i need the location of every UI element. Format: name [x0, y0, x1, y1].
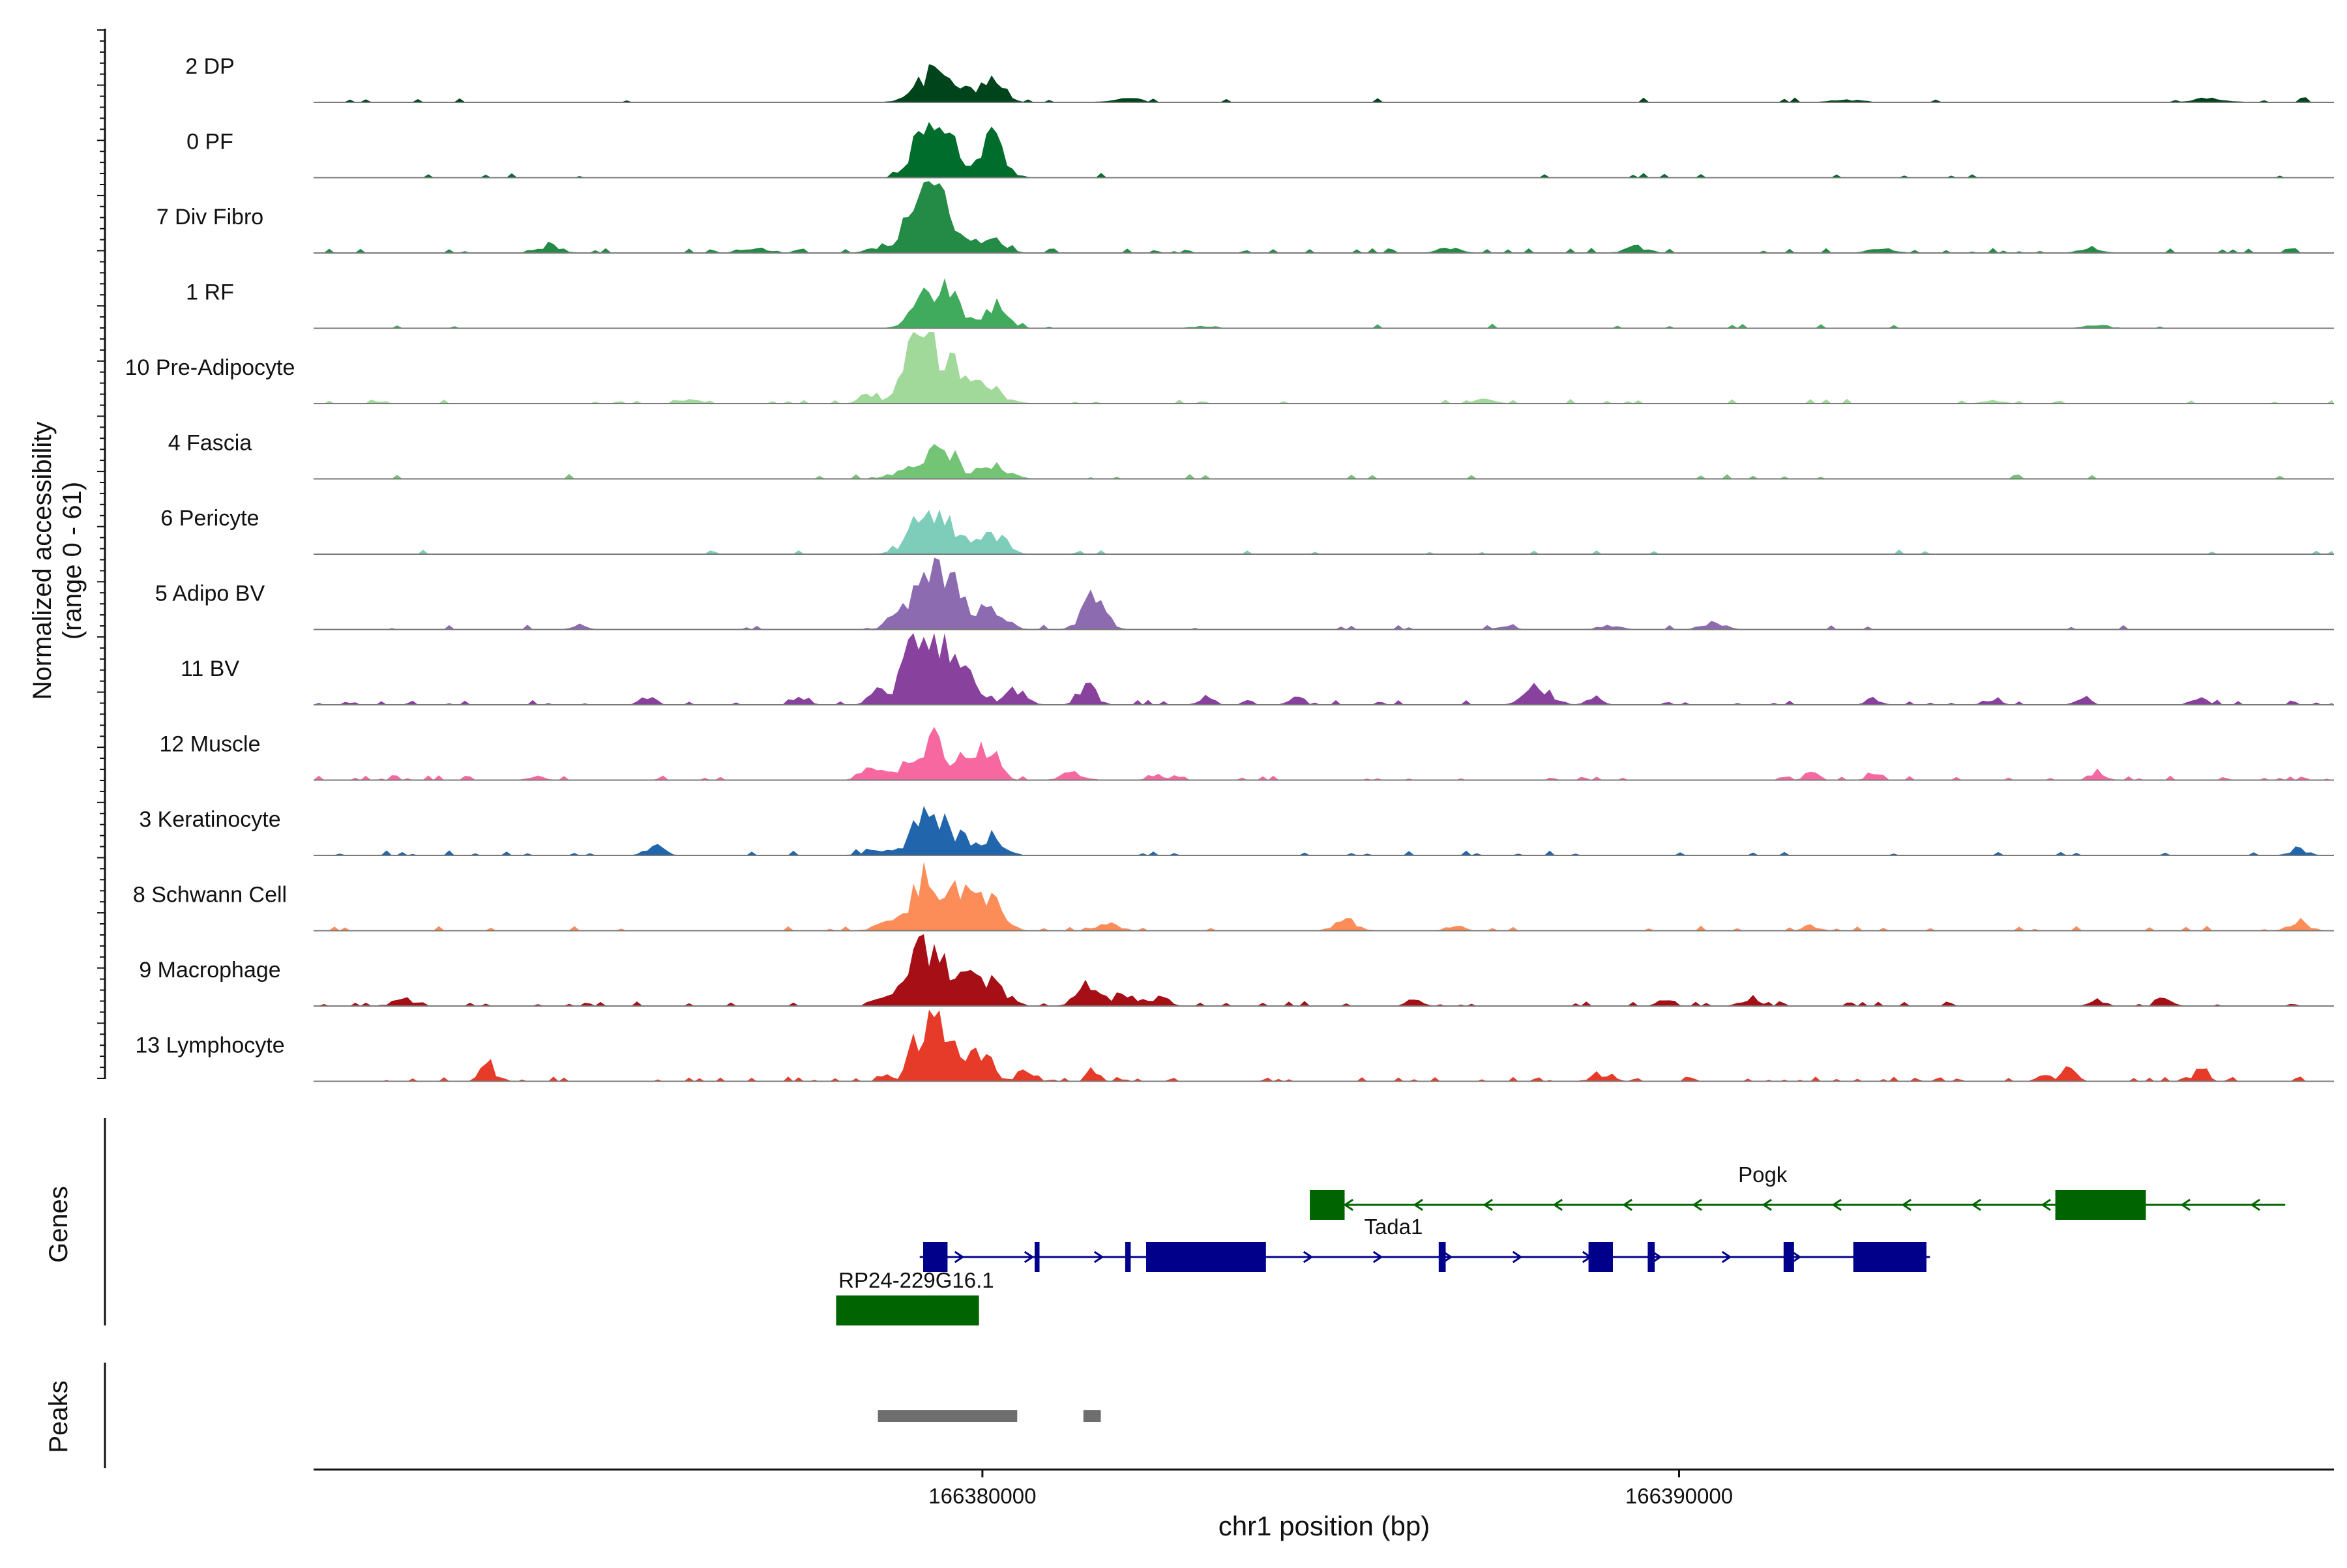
gene-label-2: RP24-229G16.1 [838, 1268, 994, 1292]
track-label-3: 1 RF [186, 280, 234, 305]
strand-arrow-icon [1791, 1250, 1802, 1264]
strand-arrow-icon [1372, 1250, 1383, 1264]
coverage-tracks: 2 DP 0 PF 7 Div Fibro 1 RF 10 Pre-Adipocyte 4… [125, 54, 2334, 1082]
strand-arrow-icon [1651, 1250, 1662, 1264]
peaks-panel: Peaks [44, 1363, 1101, 1468]
gene-exon-1-7 [1783, 1242, 1794, 1272]
track-label-11: 8 Schwann Cell [133, 883, 287, 908]
x-axis-title: chr1 position (bp) [1218, 1511, 1430, 1541]
track-label-4: 10 Pre-Adipocyte [125, 355, 295, 380]
track-label-13: 13 Lymphocyte [135, 1033, 284, 1058]
strand-arrow-icon [1442, 1250, 1453, 1264]
track-label-12: 9 Macrophage [139, 958, 280, 983]
coverage-area-9 [314, 727, 2334, 780]
gene-exon-0-1 [2055, 1190, 2146, 1220]
strand-arrow-icon [954, 1250, 965, 1264]
strand-arrow-icon [1831, 1198, 1842, 1211]
coverage-area-6 [314, 509, 2334, 554]
track-label-1: 0 PF [186, 130, 233, 155]
x-tick-label-0: 166380000 [928, 1484, 1036, 1508]
track-label-2: 7 Div Fibro [156, 205, 263, 229]
strand-arrow-icon [2180, 1198, 2191, 1211]
coverage-area-7 [314, 557, 2334, 630]
genes-panel-title: Genes [44, 1186, 73, 1263]
gene-exon-1-6 [1647, 1242, 1655, 1272]
strand-arrow-icon [1093, 1250, 1104, 1264]
track-label-5: 4 Fascia [168, 431, 252, 456]
peak-region-0 [878, 1410, 1018, 1422]
gene-exon-0-0 [1310, 1190, 1345, 1220]
strand-arrow-icon [1971, 1198, 1981, 1211]
gene-exon-1-3 [1146, 1242, 1266, 1272]
peaks-panel-title: Peaks [44, 1380, 73, 1453]
strand-arrow-icon [1901, 1198, 1912, 1211]
coverage-area-5 [314, 444, 2334, 479]
gene-exon-1-2 [1125, 1242, 1131, 1272]
strand-arrow-icon [2250, 1198, 2260, 1211]
genes-panel: Genes Pogk Tada1 RP24-229G16.1 [44, 1118, 2286, 1325]
strand-arrow-icon [1692, 1198, 1702, 1211]
track-label-9: 12 Muscle [160, 732, 261, 757]
peak-region-1 [1083, 1410, 1101, 1422]
coverage-area-8 [314, 633, 2334, 705]
y-axis-title-line-1: Normalized accessibility [28, 422, 57, 700]
x-axis: chr1 position (bp) 166380000 166390000 [314, 1468, 2334, 1541]
strand-arrow-icon [1512, 1250, 1523, 1264]
strand-arrow-icon [1552, 1198, 1563, 1211]
gene-exon-1-5 [1588, 1242, 1613, 1272]
coverage-area-4 [314, 332, 2334, 404]
coverage-area-2 [314, 181, 2334, 253]
track-label-10: 3 Keratinocyte [139, 807, 280, 832]
coverage-y-axis: Normalized accessibility (range 0 - 61) [28, 29, 106, 1079]
coverage-area-11 [314, 861, 2334, 931]
strand-arrow-icon [1721, 1250, 1732, 1264]
gene-label-1: Tada1 [1364, 1215, 1423, 1239]
strand-arrow-icon [2041, 1198, 2051, 1211]
gene-exon-1-1 [1035, 1242, 1040, 1272]
track-label-7: 5 Adipo BV [155, 582, 265, 606]
gene-exon-1-4 [1438, 1242, 1446, 1272]
track-label-8: 11 BV [181, 657, 239, 681]
strand-arrow-icon [1343, 1198, 1353, 1211]
gene-label-0: Pogk [1738, 1162, 1788, 1187]
strand-arrow-icon [1024, 1250, 1035, 1264]
strand-arrow-icon [1622, 1198, 1632, 1211]
strand-arrow-icon [1303, 1250, 1314, 1264]
coverage-area-3 [314, 278, 2334, 329]
gene-exon-1-0 [923, 1242, 948, 1272]
gene-exon-1-8 [1853, 1242, 1926, 1272]
y-axis-title-line-2: (range 0 - 61) [58, 482, 87, 640]
x-tick-label-1: 166390000 [1625, 1484, 1733, 1508]
coverage-area-1 [314, 122, 2334, 178]
coverage-area-13 [314, 1009, 2334, 1082]
strand-arrow-icon [1413, 1198, 1423, 1211]
track-label-0: 2 DP [185, 54, 235, 79]
track-label-6: 6 Pericyte [160, 506, 259, 531]
coverage-area-10 [314, 806, 2334, 855]
gene-exon-2-0 [836, 1295, 979, 1325]
strand-arrow-icon [1762, 1198, 1772, 1211]
coverage-area-12 [314, 934, 2334, 1006]
strand-arrow-icon [1483, 1198, 1493, 1211]
coverage-area-0 [314, 64, 2334, 102]
